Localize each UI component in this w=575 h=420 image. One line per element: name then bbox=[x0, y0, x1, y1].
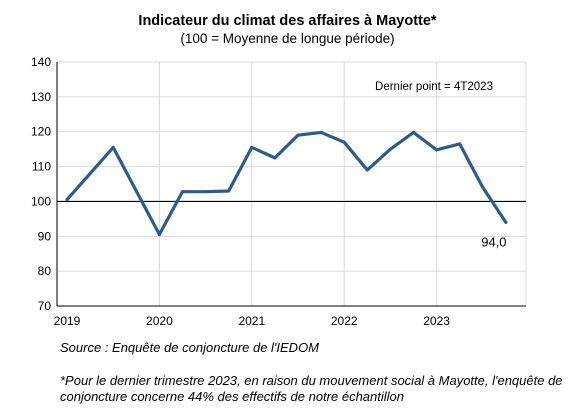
last-value-label: 94,0 bbox=[481, 234, 506, 249]
data-point bbox=[250, 145, 254, 149]
y-tick-label: 140 bbox=[31, 55, 51, 69]
data-point bbox=[319, 130, 323, 134]
data-point bbox=[458, 142, 462, 146]
data-point bbox=[65, 198, 69, 202]
last-point-annotation: Dernier point = 4T2023 bbox=[375, 81, 493, 93]
series-line bbox=[65, 130, 508, 237]
data-point bbox=[342, 140, 346, 144]
data-point bbox=[157, 233, 161, 237]
data-point bbox=[273, 156, 277, 160]
y-tick-label: 90 bbox=[38, 229, 52, 243]
data-point bbox=[412, 130, 415, 134]
y-tick-label: 130 bbox=[31, 90, 51, 104]
y-tick-label: 110 bbox=[32, 160, 51, 174]
y-tick-label: 120 bbox=[31, 125, 51, 139]
data-point bbox=[435, 148, 439, 152]
x-tick-label: 2020 bbox=[146, 314, 173, 328]
data-point bbox=[365, 168, 369, 172]
data-point bbox=[296, 133, 300, 137]
footnote: *Pour le dernier trimestre 2023, en rais… bbox=[60, 373, 563, 404]
data-point bbox=[504, 220, 508, 224]
data-point bbox=[134, 189, 138, 193]
x-tick-label: 2019 bbox=[54, 314, 81, 328]
chart-title: Indicateur du climat des affaires à Mayo… bbox=[138, 13, 437, 29]
x-tick-label: 2023 bbox=[423, 314, 450, 328]
chart-subtitle: (100 = Moyenne de longue période) bbox=[180, 31, 395, 46]
data-point bbox=[181, 190, 184, 194]
data-point bbox=[204, 190, 208, 194]
y-tick-label: 70 bbox=[38, 299, 52, 313]
x-tick-label: 2021 bbox=[238, 314, 265, 328]
data-point bbox=[481, 185, 485, 189]
source-note: Source : Enquête de conjoncture de l'IED… bbox=[60, 340, 320, 355]
data-point bbox=[88, 172, 92, 176]
y-tick-label: 80 bbox=[38, 264, 52, 278]
x-tick-label: 2022 bbox=[331, 314, 358, 328]
y-tick-label: 100 bbox=[31, 194, 51, 208]
data-point bbox=[388, 147, 392, 151]
data-point bbox=[111, 145, 115, 149]
data-point bbox=[227, 189, 231, 193]
